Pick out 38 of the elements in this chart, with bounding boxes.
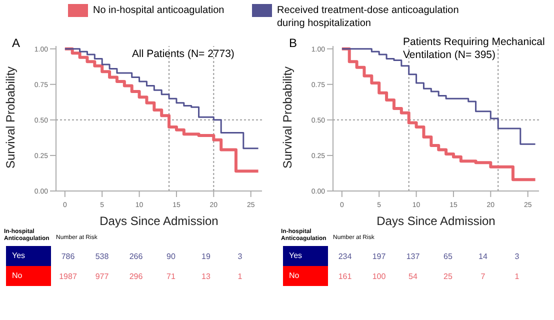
text: 3 <box>514 252 520 260</box>
y-axis-title: Survival Probability <box>3 66 18 168</box>
x-axis-title: Days Since Admission <box>376 214 496 228</box>
text: 266 <box>128 252 144 260</box>
text: 54 <box>408 272 418 280</box>
text: Yes <box>283 246 328 266</box>
text: 234 <box>337 252 353 260</box>
chart-title: B <box>289 36 298 50</box>
text: 71 <box>166 272 176 280</box>
text: 65 <box>442 252 454 260</box>
x-axis-title: Days Since Admission <box>100 214 218 228</box>
text: 538 <box>94 252 110 260</box>
text: 19 <box>200 252 212 260</box>
text: 197 <box>371 252 387 260</box>
text: 1987 <box>58 272 78 280</box>
text: Yes <box>6 246 51 266</box>
annotation: All Patients (N= 2773) <box>132 48 236 61</box>
text: 90 <box>166 252 176 260</box>
chart-title: A <box>12 36 20 50</box>
y-axis-title: Survival Probability <box>280 66 294 168</box>
annotation: Patients Requiring Mechanical Ventilation (N= 395) <box>403 36 546 62</box>
text: No <box>6 266 51 286</box>
text: 1 <box>236 272 244 280</box>
text: 296 <box>128 272 144 280</box>
text: 14 <box>478 252 488 260</box>
text: 25 <box>442 272 454 280</box>
text: 137 <box>405 252 421 260</box>
text: 3 <box>236 252 244 260</box>
text: 161 <box>337 272 353 280</box>
legend-label: Received treatment-dose anticoagulation during hospitalization <box>277 4 460 30</box>
text: 7 <box>480 272 486 280</box>
text: 100 <box>371 272 387 280</box>
text: 1 <box>514 272 520 280</box>
text: 977 <box>94 272 110 280</box>
text: 786 <box>60 252 76 260</box>
legend-label: No in-hospital anticoagulation <box>93 4 224 17</box>
text: No <box>283 266 328 286</box>
text: 13 <box>200 272 212 280</box>
